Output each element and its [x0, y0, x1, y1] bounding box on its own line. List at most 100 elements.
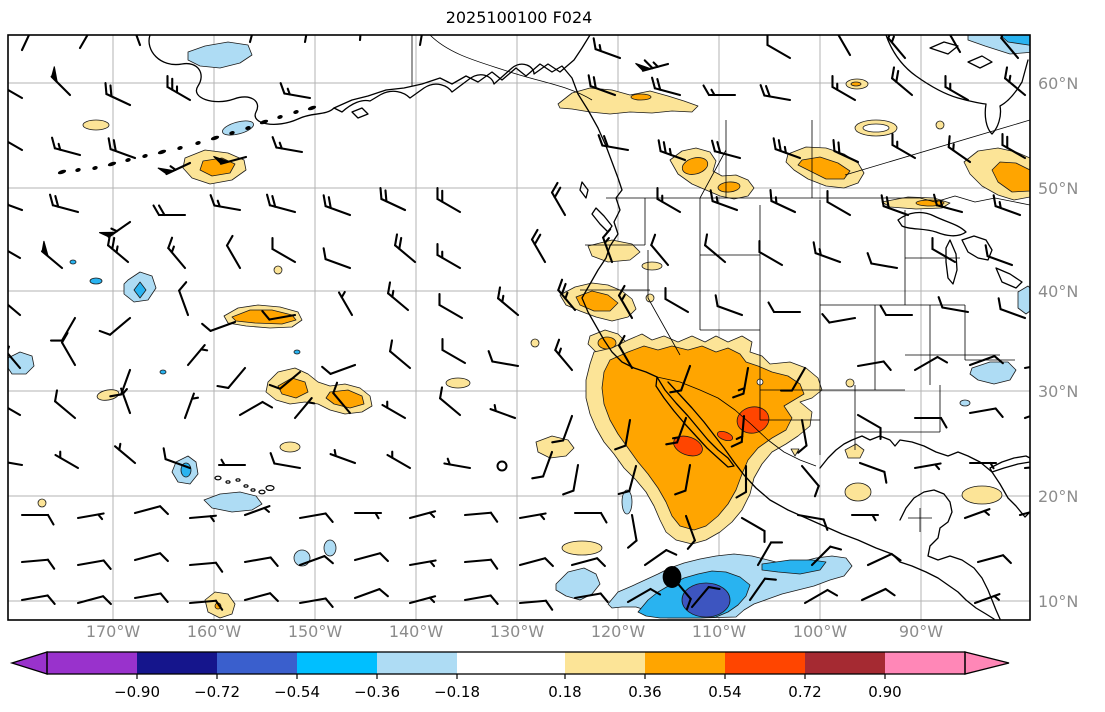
wind-barb — [891, 132, 917, 160]
wind-barb — [76, 595, 112, 606]
barb-staff — [8, 203, 24, 212]
barb-full — [279, 82, 286, 95]
wind-barb — [856, 413, 882, 441]
barb-full — [1049, 409, 1057, 416]
barb-staff — [628, 464, 638, 493]
barb-half — [263, 506, 270, 513]
wind-barb — [48, 193, 80, 214]
wind-barb — [997, 297, 1027, 320]
wind-barb — [530, 228, 547, 264]
wind-barb — [322, 247, 352, 270]
wind-barb — [973, 593, 1001, 605]
barb-staff — [650, 244, 670, 267]
region-canada-band — [557, 87, 699, 115]
wind-barb — [518, 557, 554, 568]
barb-full — [882, 360, 892, 371]
barb-full — [322, 247, 327, 261]
barb-staff — [837, 35, 852, 57]
wind-barb — [627, 513, 638, 549]
barb-half — [121, 388, 128, 395]
wind-barb — [769, 189, 797, 214]
barb-full — [309, 18, 319, 22]
barb-full — [587, 74, 592, 88]
wind-barb — [557, 278, 577, 312]
barb-full — [214, 599, 224, 611]
wind-barb — [880, 194, 910, 217]
barb-full — [880, 194, 885, 208]
wind-barb — [386, 450, 412, 470]
wind-barb — [271, 236, 297, 264]
barb-full — [201, 322, 212, 332]
wind-barb — [133, 552, 169, 563]
wind-barb — [657, 139, 687, 162]
wind-barb — [408, 510, 437, 520]
barb-full — [159, 505, 169, 516]
barb-staff — [748, 577, 766, 602]
wind-barb — [463, 511, 499, 523]
wind-barb — [879, 304, 914, 317]
wind-barb — [756, 541, 784, 567]
region-small-yellow-d — [535, 435, 575, 459]
barb-staff — [463, 558, 492, 564]
aleutian-island — [229, 130, 235, 136]
barb-full — [553, 186, 562, 199]
wind-barb — [489, 403, 517, 420]
barb-staff — [711, 200, 739, 212]
wind-barb — [188, 514, 217, 523]
barb-staff — [999, 308, 1027, 320]
wind-barb — [1001, 132, 1027, 160]
barb-full — [310, 13, 320, 17]
barb-staff — [178, 289, 190, 317]
region-canada-blob-1-core-b — [717, 181, 741, 193]
region-canada-ring-hole — [862, 123, 890, 133]
wind-barb — [650, 76, 682, 97]
barb-half — [110, 227, 118, 233]
wind-barb — [157, 161, 192, 176]
wind-barb — [353, 552, 389, 563]
barb-full — [102, 595, 112, 606]
barb-full — [614, 444, 627, 451]
barb-full — [46, 513, 55, 526]
barb-full — [686, 539, 696, 550]
barb-staff — [766, 43, 792, 60]
lake-superior — [897, 211, 967, 237]
barb-full — [322, 194, 327, 208]
barb-staff — [114, 445, 137, 465]
wind-barb — [463, 594, 499, 605]
barb-full — [394, 233, 399, 247]
wind-barb — [8, 88, 24, 100]
wind-barb — [167, 236, 187, 270]
region-corner-blue-core — [999, 35, 1030, 46]
colorbar-outline — [46, 651, 966, 675]
barb-half — [952, 143, 955, 152]
barb-full — [665, 441, 679, 446]
wind-barb — [279, 82, 312, 100]
wind-barb — [992, 194, 1022, 217]
barb-staff — [186, 344, 206, 367]
wind-barb — [656, 186, 682, 214]
barb-full — [887, 35, 891, 40]
barb-staff — [931, 247, 957, 264]
borders-us-states — [580, 198, 1015, 467]
barb-half — [564, 291, 569, 300]
barb-full — [932, 193, 938, 207]
wind-barb — [944, 74, 970, 102]
barb-staff — [386, 453, 412, 470]
barb-staff — [831, 85, 857, 102]
barb-full — [707, 586, 721, 591]
barb-full — [617, 284, 626, 297]
aleutian-island — [177, 145, 183, 151]
wind-barb — [984, 244, 1014, 267]
region-mexico-red-1 — [736, 406, 770, 434]
barb-full — [669, 389, 683, 394]
barb-full — [992, 194, 997, 208]
aleutian-island — [92, 165, 98, 171]
barb-full — [1000, 35, 1004, 40]
coastline-gulf-of-mexico — [819, 435, 1030, 518]
barb-full — [46, 558, 56, 570]
barb-full — [497, 286, 502, 300]
barb-full — [769, 189, 773, 203]
barb-staff — [463, 511, 492, 517]
barb-half — [934, 463, 941, 471]
wind-barb — [665, 416, 688, 446]
